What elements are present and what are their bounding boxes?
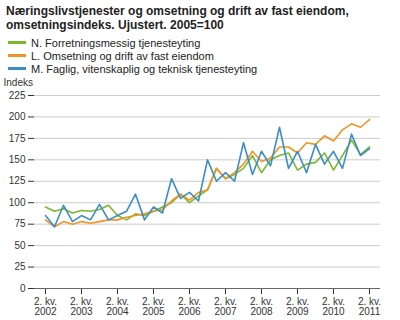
svg-text:2. kv.2009: 2. kv.2009 [286, 296, 309, 317]
svg-text:2. kv.2002: 2. kv.2002 [34, 296, 57, 317]
html-text:Næringslivstjenester og omsetn: Næringslivstjenester og omsetning og dri… [6, 4, 349, 32]
html-text:M. Faglig, vitenskaplig og tek: M. Faglig, vitenskaplig og teknisk tjene… [31, 62, 258, 75]
svg-text:2. kv.2005: 2. kv.2005 [142, 296, 165, 317]
svg-text:150: 150 [9, 154, 26, 165]
svg-text:2. kv.2003: 2. kv.2003 [70, 296, 93, 317]
html-text:L. Omsetning og drift av fast: L. Omsetning og drift av fast eiendom [31, 49, 214, 62]
svg-text:200: 200 [9, 111, 26, 122]
svg-text:50: 50 [14, 240, 26, 251]
svg-text:125: 125 [9, 175, 26, 186]
svg-text:Indeks: Indeks [4, 77, 33, 88]
svg-text:2. kv.2008: 2. kv.2008 [250, 296, 273, 317]
svg-text:2. kv.2007: 2. kv.2007 [214, 296, 237, 317]
svg-text:225: 225 [9, 90, 26, 101]
svg-text:75: 75 [14, 218, 26, 229]
svg-text:2. kv.2006: 2. kv.2006 [178, 296, 201, 317]
svg-text:2. kv.2010: 2. kv.2010 [322, 296, 345, 317]
svg-text:2. kv.2004: 2. kv.2004 [106, 296, 129, 317]
svg-text:25: 25 [14, 261, 26, 272]
svg-text:0: 0 [20, 283, 26, 294]
svg-text:100: 100 [9, 197, 26, 208]
svg-text:175: 175 [9, 133, 26, 144]
svg-text:2. kv.2011: 2. kv.2011 [358, 296, 381, 317]
html-text:N. Forretningsmessig tjenestey: N. Forretningsmessig tjenesteyting [31, 36, 201, 49]
